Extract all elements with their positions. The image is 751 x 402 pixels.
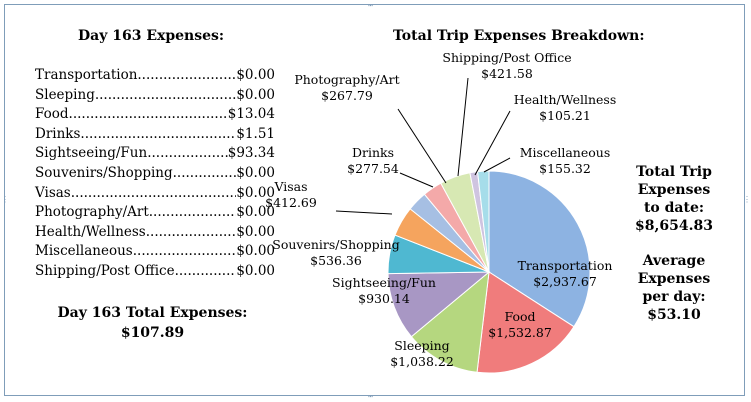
day-expense-label: Visas: [35, 184, 71, 201]
pie-label-name: Drinks: [352, 145, 394, 160]
day-expense-amount: $0.00: [236, 204, 275, 221]
day-total-value: $107.89: [120, 325, 185, 341]
day-expense-amount: $0.00: [236, 67, 275, 83]
pie-label: Health/Wellness $105.21: [514, 92, 617, 123]
day-expense-label: Photography/Art: [35, 204, 149, 221]
pie-label-value: $2,937.67: [533, 274, 597, 289]
day-expense-row: Photography/Art $0.00: [35, 203, 275, 223]
day-expense-row: Miscellaneous $0.00: [35, 242, 275, 262]
trip-total-value: $8,654.83: [635, 218, 713, 234]
pie-label: Visas $412.69: [265, 179, 317, 210]
avg-label-3: per day:: [642, 289, 706, 305]
pie-slice-food: [476, 271, 575, 374]
pie-label: Miscellaneous $155.32: [520, 145, 611, 176]
resize-handle-top[interactable]: ⋯: [368, 1, 373, 10]
day-expense-label: Food: [35, 106, 69, 123]
day-expenses-title: Day 163 Expenses:: [78, 28, 225, 44]
trip-total-label-1: Total Trip: [636, 164, 712, 180]
day-expense-amount: $0.00: [236, 243, 275, 260]
pie-label-name: Health/Wellness: [514, 92, 617, 107]
pie-label-value: $421.58: [481, 66, 533, 81]
pie-label-value: $930.14: [358, 291, 410, 306]
chart-title: Total Trip Expenses Breakdown:: [393, 28, 645, 44]
trip-total-label-3: to date:: [643, 200, 705, 216]
pie-label: Drinks $277.54: [347, 145, 399, 176]
day-expense-amount: $0.00: [236, 223, 275, 240]
day-expense-label: Transportation: [35, 67, 138, 83]
pie-label-name: Visas: [273, 179, 307, 194]
pie-label-value: $155.32: [539, 161, 591, 176]
day-expense-row: Visas $0.00: [35, 184, 275, 204]
day-expense-row: Souvenirs/Shopping $0.00: [35, 164, 275, 184]
pie-label: Food $1,532.87: [488, 309, 552, 340]
leader-line: [457, 77, 469, 177]
day-expense-label: Health/Wellness: [35, 223, 146, 240]
pie-label-name: Transportation: [518, 258, 613, 273]
day-expense-amount: $0.00: [236, 164, 275, 181]
day-expense-row: Health/Wellness $0.00: [35, 223, 275, 243]
day-total: Day 163 Total Expenses: $107.89: [40, 303, 265, 343]
day-expense-amount: $0.00: [236, 86, 275, 103]
day-expense-amount: $0.00: [236, 262, 275, 279]
day-expense-amount: $1.51: [236, 125, 275, 142]
day-expense-row: Sleeping $0.00: [35, 86, 275, 106]
pie-label: Transportation $2,937.67: [518, 258, 613, 289]
avg-value: $53.10: [647, 307, 701, 323]
pie-label-value: $536.36: [310, 253, 362, 268]
pie-label-value: $1,038.22: [390, 354, 454, 369]
day-expense-amount: $0.00: [236, 184, 275, 201]
trip-total-label-2: Expenses: [637, 182, 711, 198]
pie-label-value: $267.79: [321, 88, 373, 103]
pie-slice-miscellaneous: [477, 170, 490, 273]
pie-label-value: $105.21: [539, 108, 591, 123]
day-expense-label: Sightseeing/Fun: [35, 145, 148, 162]
day-total-label: Day 163 Total Expenses:: [57, 305, 248, 321]
pie-label: Sleeping $1,038.22: [390, 338, 454, 369]
day-expense-label: Miscellaneous: [35, 243, 133, 260]
pie-label: Souvenirs/Shopping $536.36: [272, 237, 399, 268]
pie-label: Photography/Art $267.79: [294, 72, 399, 103]
leader-line: [474, 110, 511, 176]
pie-label-name: Sleeping: [394, 338, 449, 353]
pie-label-name: Sightseeing/Fun: [332, 275, 436, 290]
leader-line: [399, 172, 434, 188]
pie-label-name: Miscellaneous: [520, 145, 611, 160]
pie-label-name: Shipping/Post Office: [442, 50, 571, 65]
day-expense-row: Food $13.04: [35, 105, 275, 125]
day-expense-row: Drinks $1.51: [35, 125, 275, 145]
pie-label-name: Photography/Art: [294, 72, 399, 87]
pie-label: Sightseeing/Fun $930.14: [332, 275, 436, 306]
pie-label-name: Souvenirs/Shopping: [272, 237, 399, 252]
leader-line: [397, 108, 447, 184]
day-expense-label: Souvenirs/Shopping: [35, 164, 173, 181]
avg-label-1: Average: [642, 253, 706, 269]
pie-slice-sightseeing-fun: [387, 271, 491, 338]
resize-handle-left[interactable]: ⋮: [1, 195, 9, 204]
day-expense-row: Sightseeing/Fun $93.34: [35, 144, 275, 164]
leader-line: [335, 210, 393, 215]
pie-label: Shipping/Post Office $421.58: [442, 50, 571, 81]
day-expense-row: Shipping/Post Office $0.00: [35, 262, 275, 282]
resize-handle-right[interactable]: ⋮: [743, 195, 751, 204]
resize-handle-bottom[interactable]: ⋯: [368, 392, 373, 401]
day-expense-amount: $13.04: [227, 106, 275, 123]
pie-label-value: $277.54: [347, 161, 399, 176]
day-expense-row: Transportation $0.00: [35, 66, 275, 86]
pie-label-name: Food: [504, 309, 535, 324]
pie-label-value: $412.69: [265, 195, 317, 210]
day-expense-amount: $93.34: [227, 145, 275, 162]
day-expense-label: Shipping/Post Office: [35, 262, 175, 279]
pie-slice-sleeping: [410, 270, 490, 373]
leader-line: [483, 157, 511, 173]
pie-label-value: $1,532.87: [488, 325, 552, 340]
avg-label-2: Expenses: [637, 271, 711, 287]
day-expense-label: Drinks: [35, 125, 81, 142]
day-expense-list: Transportation $0.00 Sleeping $0.00 Food $13.…: [35, 66, 275, 282]
day-expense-label: Sleeping: [35, 86, 95, 103]
trip-stats: Total Trip Expenses to date: $8,654.83 A…: [622, 163, 726, 341]
